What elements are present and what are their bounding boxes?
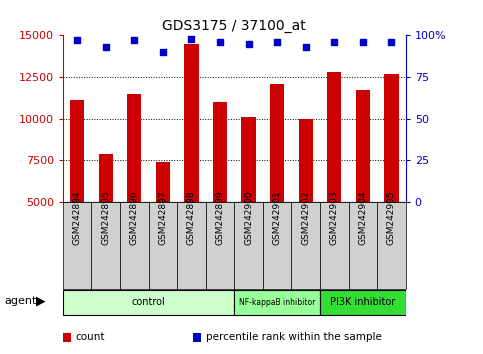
- Text: GSM242896: GSM242896: [130, 190, 139, 245]
- Point: [187, 36, 195, 41]
- Text: GSM242902: GSM242902: [301, 191, 310, 245]
- Bar: [91, 202, 120, 289]
- Title: GDS3175 / 37100_at: GDS3175 / 37100_at: [162, 19, 306, 33]
- Point: [273, 39, 281, 45]
- Bar: [120, 202, 149, 289]
- Point: [130, 38, 138, 43]
- Bar: [298, 119, 313, 202]
- Bar: [63, 202, 91, 289]
- Text: GSM242904: GSM242904: [358, 191, 368, 245]
- Point: [102, 44, 110, 50]
- Text: GSM242903: GSM242903: [330, 190, 339, 245]
- Bar: [213, 102, 227, 202]
- Bar: [270, 84, 284, 202]
- Bar: [184, 44, 199, 202]
- Text: GSM242898: GSM242898: [187, 190, 196, 245]
- Bar: [349, 202, 377, 289]
- Point: [359, 39, 367, 45]
- Bar: [156, 162, 170, 202]
- Text: GSM242900: GSM242900: [244, 190, 253, 245]
- Bar: [63, 290, 234, 315]
- Point: [216, 39, 224, 45]
- Text: control: control: [132, 297, 165, 307]
- Text: GSM242894: GSM242894: [72, 191, 82, 245]
- Bar: [384, 74, 398, 202]
- Text: PI3K inhibitor: PI3K inhibitor: [330, 297, 396, 307]
- Point: [159, 49, 167, 55]
- Bar: [291, 202, 320, 289]
- Bar: [320, 202, 349, 289]
- Point: [302, 44, 310, 50]
- Text: GSM242905: GSM242905: [387, 190, 396, 245]
- Bar: [377, 202, 406, 289]
- Text: NF-kappaB inhibitor: NF-kappaB inhibitor: [239, 298, 315, 307]
- Text: percentile rank within the sample: percentile rank within the sample: [206, 332, 382, 342]
- Bar: [99, 154, 113, 202]
- Text: GSM242899: GSM242899: [215, 190, 225, 245]
- Bar: [327, 72, 341, 202]
- Point: [330, 39, 338, 45]
- Bar: [70, 100, 84, 202]
- Bar: [263, 202, 291, 289]
- Bar: [127, 94, 142, 202]
- Text: count: count: [75, 332, 105, 342]
- Point: [73, 38, 81, 43]
- Bar: [206, 202, 234, 289]
- Point: [245, 41, 253, 47]
- Bar: [177, 202, 206, 289]
- Bar: [149, 202, 177, 289]
- Point: [387, 39, 395, 45]
- Bar: [242, 117, 256, 202]
- Text: ▶: ▶: [36, 295, 46, 308]
- Bar: [234, 290, 320, 315]
- Bar: [355, 90, 370, 202]
- Text: agent: agent: [5, 296, 37, 306]
- Bar: [320, 290, 406, 315]
- Text: GSM242901: GSM242901: [272, 190, 282, 245]
- Text: GSM242895: GSM242895: [101, 190, 110, 245]
- Bar: [234, 202, 263, 289]
- Text: GSM242897: GSM242897: [158, 190, 167, 245]
